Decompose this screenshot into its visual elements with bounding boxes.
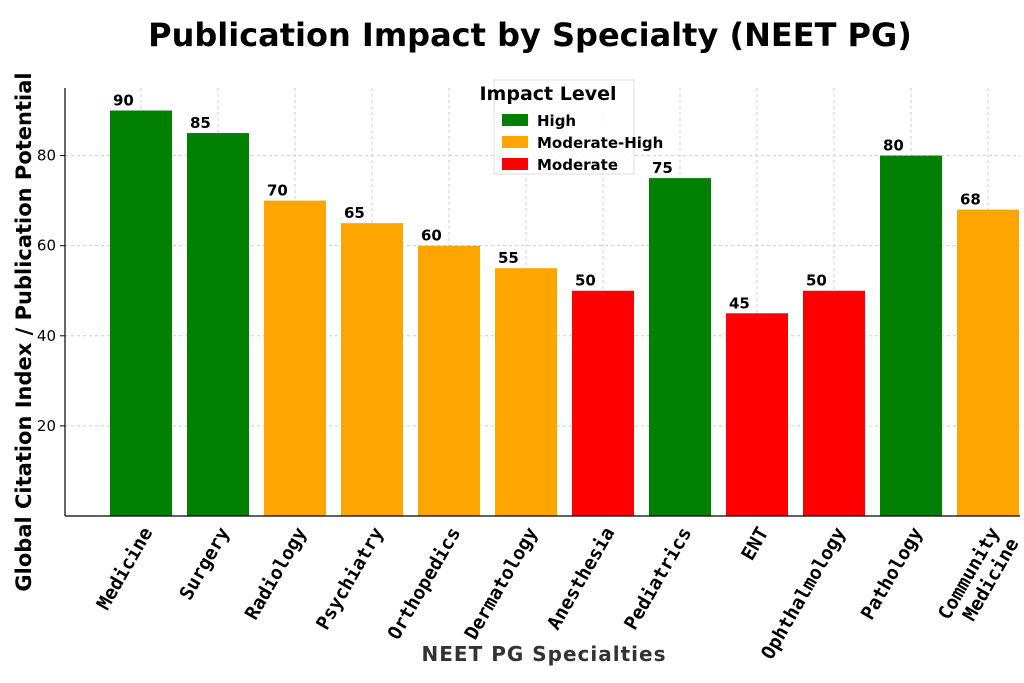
- y-tick-labels: 20 40 60 80: [37, 147, 65, 435]
- data-label: 68: [960, 191, 981, 209]
- bar: [880, 156, 942, 516]
- bar: [187, 133, 249, 516]
- x-tick-label-line: Surgery: [175, 524, 234, 604]
- bar: [803, 291, 865, 516]
- data-label: 55: [498, 249, 519, 267]
- x-tick-label: Ophthalmology: [757, 524, 850, 664]
- x-tick-label: Radiology: [241, 524, 312, 624]
- x-tick-label: Pediatrics: [620, 524, 696, 634]
- data-label: 85: [190, 114, 211, 132]
- bar: [572, 291, 634, 516]
- x-tick-label: ENT: [737, 524, 773, 565]
- legend-label: Moderate: [537, 156, 618, 174]
- chart-title: Publication Impact by Specialty (NEET PG…: [148, 16, 912, 54]
- bar: [726, 313, 788, 516]
- x-tick-label: Dermatology: [460, 524, 542, 644]
- data-label: 65: [344, 204, 365, 222]
- x-tick-label-line: ENT: [737, 524, 773, 565]
- x-tick-label-line: Orthopedics: [383, 524, 465, 644]
- bar: [418, 246, 480, 516]
- bar: [341, 223, 403, 516]
- data-label: 90: [113, 92, 134, 110]
- data-label: 50: [575, 272, 596, 290]
- x-tick-label: Surgery: [175, 524, 234, 604]
- x-tick-label: Pathology: [857, 524, 928, 624]
- legend-label: High: [537, 112, 576, 130]
- x-tick-label-line: Pathology: [857, 524, 928, 624]
- y-tick-label: 40: [37, 327, 56, 345]
- y-axis-title: Global Citation Index / Publication Pote…: [12, 72, 36, 591]
- x-tick-label-line: Ophthalmology: [757, 524, 850, 664]
- data-label: 60: [421, 227, 442, 245]
- x-tick-label-line: Dermatology: [460, 524, 542, 644]
- x-tick-label-line: Medicine: [93, 524, 158, 614]
- x-tick-label: Psychiatry: [312, 524, 388, 634]
- data-label: 45: [729, 294, 750, 312]
- x-tick-label: Medicine: [93, 524, 158, 614]
- legend-swatch: [502, 114, 528, 126]
- x-tick-label-line: Anesthesia: [543, 524, 619, 634]
- bar: [495, 268, 557, 516]
- data-label: 50: [806, 272, 827, 290]
- bar: [957, 210, 1019, 516]
- bar: [264, 201, 326, 516]
- x-axis-title: NEET PG Specialties: [422, 642, 667, 666]
- bar: [649, 178, 711, 516]
- y-tick-label: 80: [37, 147, 56, 165]
- legend-title: Impact Level: [479, 83, 616, 105]
- legend-swatch: [502, 158, 528, 170]
- legend-swatch: [502, 136, 528, 148]
- legend-label: Moderate-High: [537, 134, 663, 152]
- bar: [110, 111, 172, 516]
- y-tick-label: 20: [37, 417, 56, 435]
- x-tick-label-line: Psychiatry: [312, 524, 388, 634]
- data-label: 75: [652, 159, 673, 177]
- data-label: 70: [267, 182, 288, 200]
- data-label: 80: [883, 137, 904, 155]
- y-tick-label: 60: [37, 237, 56, 255]
- legend: Impact Level High Moderate-High Moderate: [479, 80, 663, 174]
- x-tick-label: Orthopedics: [383, 524, 465, 644]
- x-tick-label: Anesthesia: [543, 524, 619, 634]
- x-tick-label-line: Pediatrics: [620, 524, 696, 634]
- x-tick-label-line: Radiology: [241, 524, 312, 624]
